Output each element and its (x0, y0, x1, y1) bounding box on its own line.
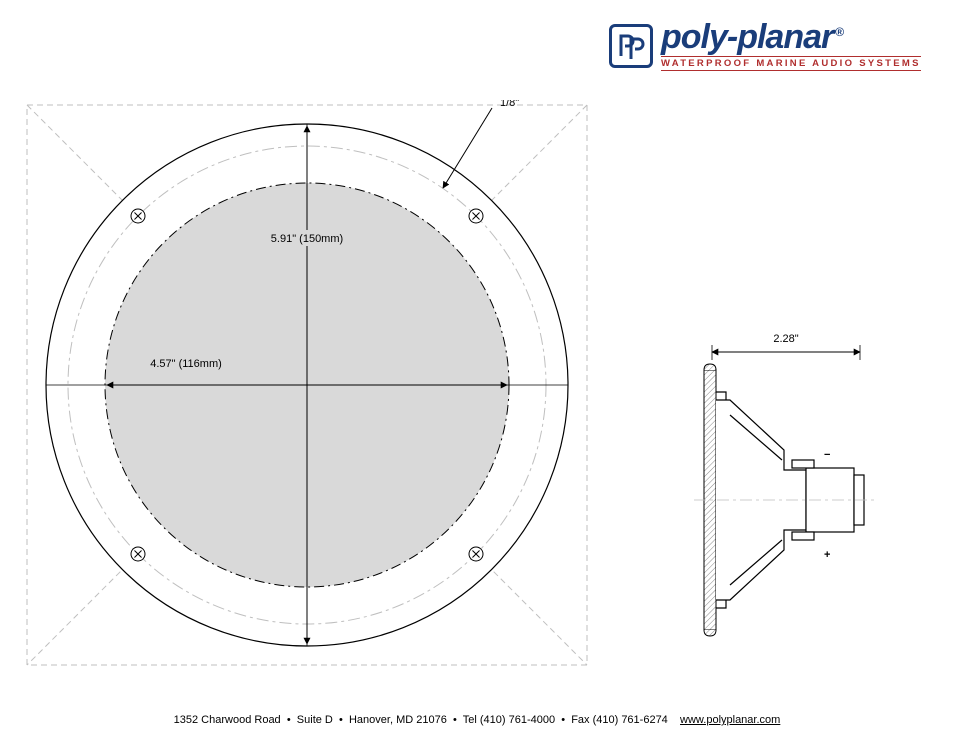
footer-sep: • (287, 714, 291, 726)
callout-label: 1/8" (500, 100, 519, 109)
dim-label-depth: 2.28" (773, 333, 798, 345)
terminal-plus-icon (792, 532, 814, 540)
terminal-minus-label: − (824, 449, 830, 461)
footer: 1352 Charwood Road • Suite D • Hanover, … (0, 714, 954, 726)
footer-address-2: Suite D (297, 714, 333, 726)
logo-tagline: WATERPROOF MARINE AUDIO SYSTEMS (661, 56, 921, 71)
logo-row: poly-planar® WATERPROOF MARINE AUDIO SYS… (609, 20, 924, 71)
footer-fax: Fax (410) 761-6274 (571, 714, 668, 726)
side-view-svg: 2.28" (674, 320, 904, 650)
logo-brand-text: poly-planar® (661, 20, 921, 54)
company-logo: poly-planar® WATERPROOF MARINE AUDIO SYS… (609, 20, 924, 71)
registered-mark: ® (835, 25, 843, 39)
pp-monogram-icon (616, 31, 646, 61)
footer-sep: • (339, 714, 343, 726)
footer-sep: • (561, 714, 565, 726)
logo-badge-icon (609, 24, 653, 68)
dim-label-outer: 5.91" (150mm) (271, 233, 343, 245)
dim-label-inner: 4.57" (116mm) (150, 358, 222, 370)
footer-address-1: 1352 Charwood Road (174, 714, 281, 726)
drawing-area: 5.91" (150mm) 4.57" (116mm) 1/8" (10, 100, 944, 700)
terminal-minus-icon (792, 460, 814, 468)
footer-address-3: Hanover, MD 21076 (349, 714, 447, 726)
footer-sep: • (453, 714, 457, 726)
logo-text-column: poly-planar® WATERPROOF MARINE AUDIO SYS… (661, 20, 921, 71)
brand-name: poly-planar (661, 18, 833, 56)
front-view-svg: 5.91" (150mm) 4.57" (116mm) 1/8" (22, 100, 592, 670)
terminal-plus-label: + (824, 549, 830, 561)
side-view: 2.28" (674, 320, 904, 650)
footer-tel: Tel (410) 761-4000 (463, 714, 555, 726)
front-view: 5.91" (150mm) 4.57" (116mm) 1/8" (22, 100, 592, 670)
callout-leader (443, 108, 492, 188)
footer-url-link[interactable]: www.polyplanar.com (680, 714, 780, 726)
